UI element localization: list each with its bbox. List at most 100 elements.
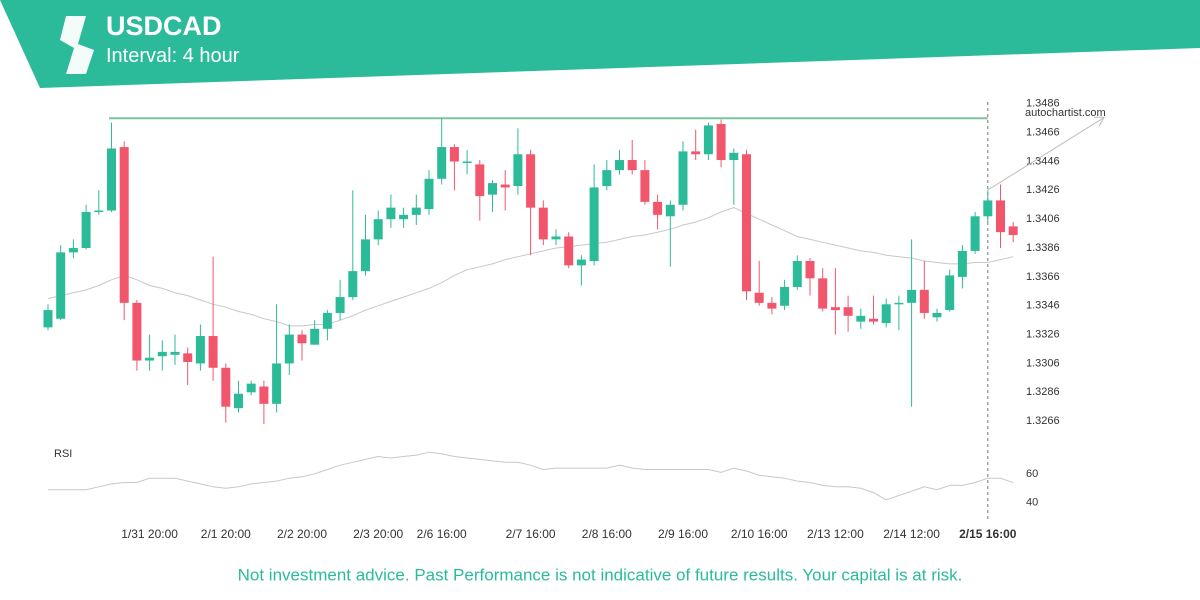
candle-body xyxy=(246,383,256,393)
candle-body xyxy=(589,187,599,262)
y-tick-label: 1.3386 xyxy=(1026,242,1060,254)
y-tick-label: 1.3446 xyxy=(1026,155,1060,167)
candle-body xyxy=(462,161,472,163)
y-tick-label: 1.3326 xyxy=(1026,328,1060,340)
candle-body xyxy=(145,357,155,361)
candle-body xyxy=(221,367,231,407)
candle-body xyxy=(830,307,840,311)
watermark: autochartist.com xyxy=(1025,107,1106,119)
x-tick-label: 2/10 16:00 xyxy=(731,527,788,541)
candle-body xyxy=(691,151,701,155)
forecast-arrowhead xyxy=(1094,116,1105,127)
symbol: USDCAD xyxy=(106,11,222,41)
x-tick-label: 2/14 12:00 xyxy=(883,527,940,541)
x-tick-label: 2/8 16:00 xyxy=(582,527,632,541)
candle-body xyxy=(56,252,66,319)
candle-body xyxy=(742,154,751,292)
rsi-line xyxy=(48,451,1014,501)
x-tick-label: 2/3 20:00 xyxy=(353,527,403,541)
candle-body xyxy=(729,152,739,161)
header-banner xyxy=(0,0,1200,88)
candle-body xyxy=(361,239,370,272)
candle-body xyxy=(818,278,828,309)
candle-body xyxy=(957,250,967,277)
interval: Interval: 4 hour xyxy=(106,45,240,67)
x-tick-label: 2/2 20:00 xyxy=(277,527,327,541)
x-tick-label: 1/31 20:00 xyxy=(121,527,178,541)
candle-body xyxy=(449,147,459,162)
candle-body xyxy=(945,275,955,311)
candle-body xyxy=(996,200,1005,233)
x-tick-label: 2/9 16:00 xyxy=(658,527,708,541)
candle-body xyxy=(792,261,802,287)
candle-body xyxy=(94,210,104,213)
candle-body xyxy=(284,334,294,364)
candle-body xyxy=(208,336,218,368)
candle-body xyxy=(132,302,142,361)
candle-body xyxy=(856,315,866,322)
candle-body xyxy=(627,160,637,171)
candle-body xyxy=(869,318,878,322)
logo-shape xyxy=(60,16,94,74)
rsi-tick-label: 40 xyxy=(1026,497,1038,509)
y-tick-label: 1.3486 xyxy=(1026,98,1060,110)
candle-body xyxy=(907,289,917,303)
candle-body xyxy=(551,236,561,240)
y-tick-label: 1.3286 xyxy=(1026,386,1060,398)
forecast-arrow xyxy=(987,117,1104,191)
candle-body xyxy=(615,160,624,171)
candle-body xyxy=(1008,226,1018,236)
candle-body xyxy=(716,123,726,161)
candle-body xyxy=(970,216,980,251)
x-tick-label: 2/1 20:00 xyxy=(201,527,251,541)
candle-body xyxy=(183,353,193,362)
candle-body xyxy=(157,351,167,357)
y-tick-label: 1.3466 xyxy=(1026,127,1060,139)
disclaimer: Not investment advice. Past Performance … xyxy=(238,565,963,584)
candle-body xyxy=(386,207,396,220)
candle-body xyxy=(564,236,574,266)
candle-body xyxy=(640,170,650,202)
candle-body xyxy=(424,178,434,210)
candle-body xyxy=(665,204,675,217)
candle-body xyxy=(170,351,180,355)
candle-body xyxy=(348,271,358,298)
rsi-tick-label: 60 xyxy=(1026,468,1038,480)
candle-body xyxy=(678,151,688,205)
candle-body xyxy=(576,259,586,266)
y-tick-label: 1.3266 xyxy=(1026,415,1060,427)
candle-body xyxy=(513,154,523,186)
candle-body xyxy=(475,164,485,197)
candle-body xyxy=(653,201,663,215)
candle-body xyxy=(335,297,345,313)
candle-body xyxy=(195,336,205,364)
x-tick-label: 2/7 16:00 xyxy=(506,527,556,541)
candle-body xyxy=(310,328,320,345)
y-tick-label: 1.3306 xyxy=(1026,357,1060,369)
candle-body xyxy=(754,292,764,303)
candle-body xyxy=(526,154,536,208)
candle-body xyxy=(272,363,282,404)
candle-body xyxy=(780,286,790,306)
candle-body xyxy=(411,207,421,215)
candle-body xyxy=(919,289,929,313)
candle-body xyxy=(983,200,993,217)
candle-body xyxy=(881,304,891,324)
candle-body xyxy=(932,312,942,318)
candle-body xyxy=(488,183,497,195)
candle-body xyxy=(297,334,307,344)
candle-body xyxy=(538,207,548,240)
y-tick-label: 1.3366 xyxy=(1026,271,1060,283)
candle-body xyxy=(68,248,78,253)
y-tick-label: 1.3346 xyxy=(1026,300,1060,312)
candle-body xyxy=(81,211,91,249)
logo xyxy=(60,16,94,74)
rsi-label: RSI xyxy=(54,448,72,460)
candle-body xyxy=(703,125,713,155)
candle-body xyxy=(602,170,612,186)
candle-body xyxy=(43,310,53,328)
x-tick-label: 2/15 16:00 xyxy=(959,527,1017,541)
candle-body xyxy=(894,302,904,305)
